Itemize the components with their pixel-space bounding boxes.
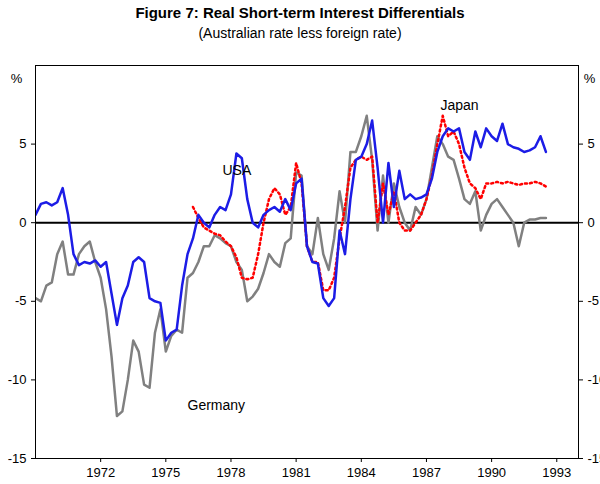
svg-text:%: % [584,71,596,86]
svg-text:5: 5 [588,136,595,151]
svg-text:1981: 1981 [282,465,311,480]
html-text:Figure 7: Real Short-term Inte: Figure 7: Real Short-term Interest Diffe… [135,4,465,21]
svg-text:1972: 1972 [86,465,115,480]
svg-text:0: 0 [588,215,595,230]
svg-text:Japan: Japan [441,97,479,113]
svg-text:USA: USA [223,162,252,178]
svg-text:-15: -15 [8,451,27,466]
svg-text:1990: 1990 [477,465,506,480]
svg-text:1975: 1975 [151,465,180,480]
html-text:(Australian rate less foreign: (Australian rate less foreign rate) [198,25,402,41]
svg-text:-5: -5 [15,293,27,308]
svg-text:Germany: Germany [188,397,246,413]
svg-text:1984: 1984 [347,465,376,480]
svg-text:-15: -15 [588,451,600,466]
svg-text:%: % [11,71,23,86]
svg-text:0: 0 [19,215,26,230]
svg-text:5: 5 [19,136,26,151]
svg-text:-5: -5 [588,293,600,308]
svg-text:1993: 1993 [542,465,571,480]
svg-text:1987: 1987 [412,465,441,480]
svg-text:1978: 1978 [217,465,246,480]
svg-text:-10: -10 [588,372,600,387]
svg-text:-10: -10 [8,372,27,387]
